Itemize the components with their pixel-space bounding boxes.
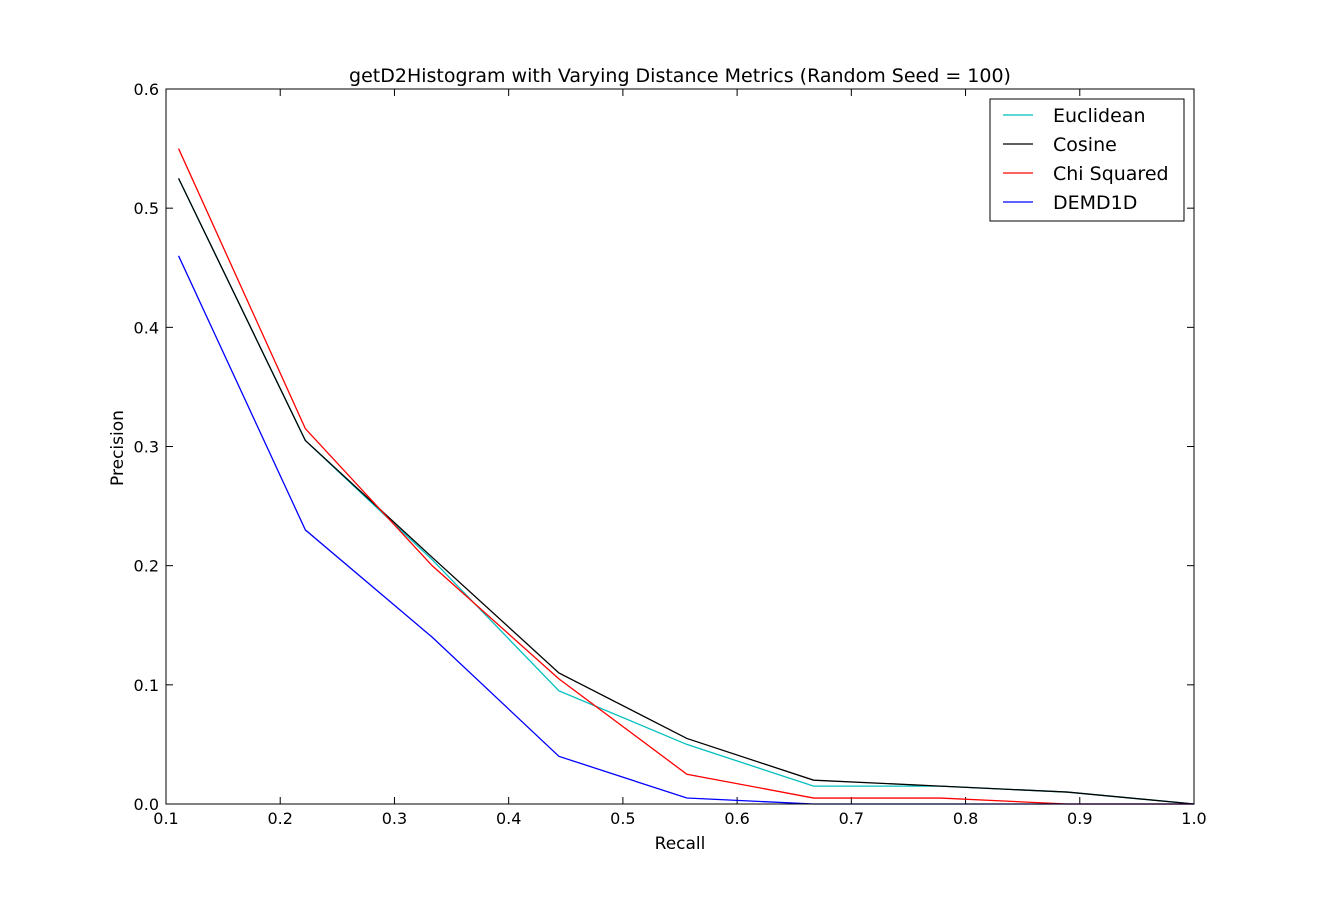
legend-box bbox=[989, 98, 1185, 222]
y-tick-label: 0.3 bbox=[134, 438, 159, 457]
legend: Euclidean Cosine Chi Squared DEMD1D bbox=[989, 98, 1185, 222]
legend-label: Euclidean bbox=[1053, 105, 1146, 127]
legend-label: Cosine bbox=[1053, 134, 1117, 156]
y-tick-label: 0.1 bbox=[134, 676, 159, 695]
legend-label: DEMD1D bbox=[1053, 192, 1137, 214]
y-tick-label: 0.4 bbox=[134, 318, 159, 337]
series-line-cosine bbox=[177, 178, 1195, 805]
y-tick-label: 0.0 bbox=[134, 795, 159, 814]
x-tick-label: 0.7 bbox=[839, 809, 864, 828]
y-tick-label: 0.5 bbox=[134, 199, 159, 218]
x-axis-label: Recall bbox=[655, 834, 706, 854]
y-tick-label: 0.6 bbox=[134, 80, 159, 99]
y-axis-label: Precision bbox=[108, 410, 128, 486]
y-tick-label: 0.2 bbox=[134, 557, 159, 576]
series-line-demd1d bbox=[177, 255, 1194, 805]
x-tick-label: 0.6 bbox=[724, 809, 749, 828]
plot-frame bbox=[165, 88, 1195, 805]
series-line-euclidean bbox=[177, 178, 1195, 805]
x-tick-label: 0.4 bbox=[496, 809, 521, 828]
x-tick-label: 1.0 bbox=[1181, 809, 1206, 828]
series-lines bbox=[177, 148, 1195, 805]
x-tick-label: 0.5 bbox=[610, 809, 635, 828]
axis-ticks: 0.1 0.2 0.3 0.4 0.5 0.6 0.7 0.8 0.9 1.00.00.10.20… bbox=[134, 80, 1207, 828]
series-line-chi-squared bbox=[177, 148, 1194, 805]
chart-title: getD2Histogram with Varying Distance Met… bbox=[349, 65, 1011, 87]
x-tick-label: 0.9 bbox=[1067, 809, 1092, 828]
x-tick-label: 0.8 bbox=[953, 809, 978, 828]
x-tick-label: 0.3 bbox=[382, 809, 407, 828]
legend-label: Chi Squared bbox=[1053, 163, 1169, 185]
x-tick-label: 0.1 bbox=[153, 809, 178, 828]
x-tick-label: 0.2 bbox=[267, 809, 292, 828]
